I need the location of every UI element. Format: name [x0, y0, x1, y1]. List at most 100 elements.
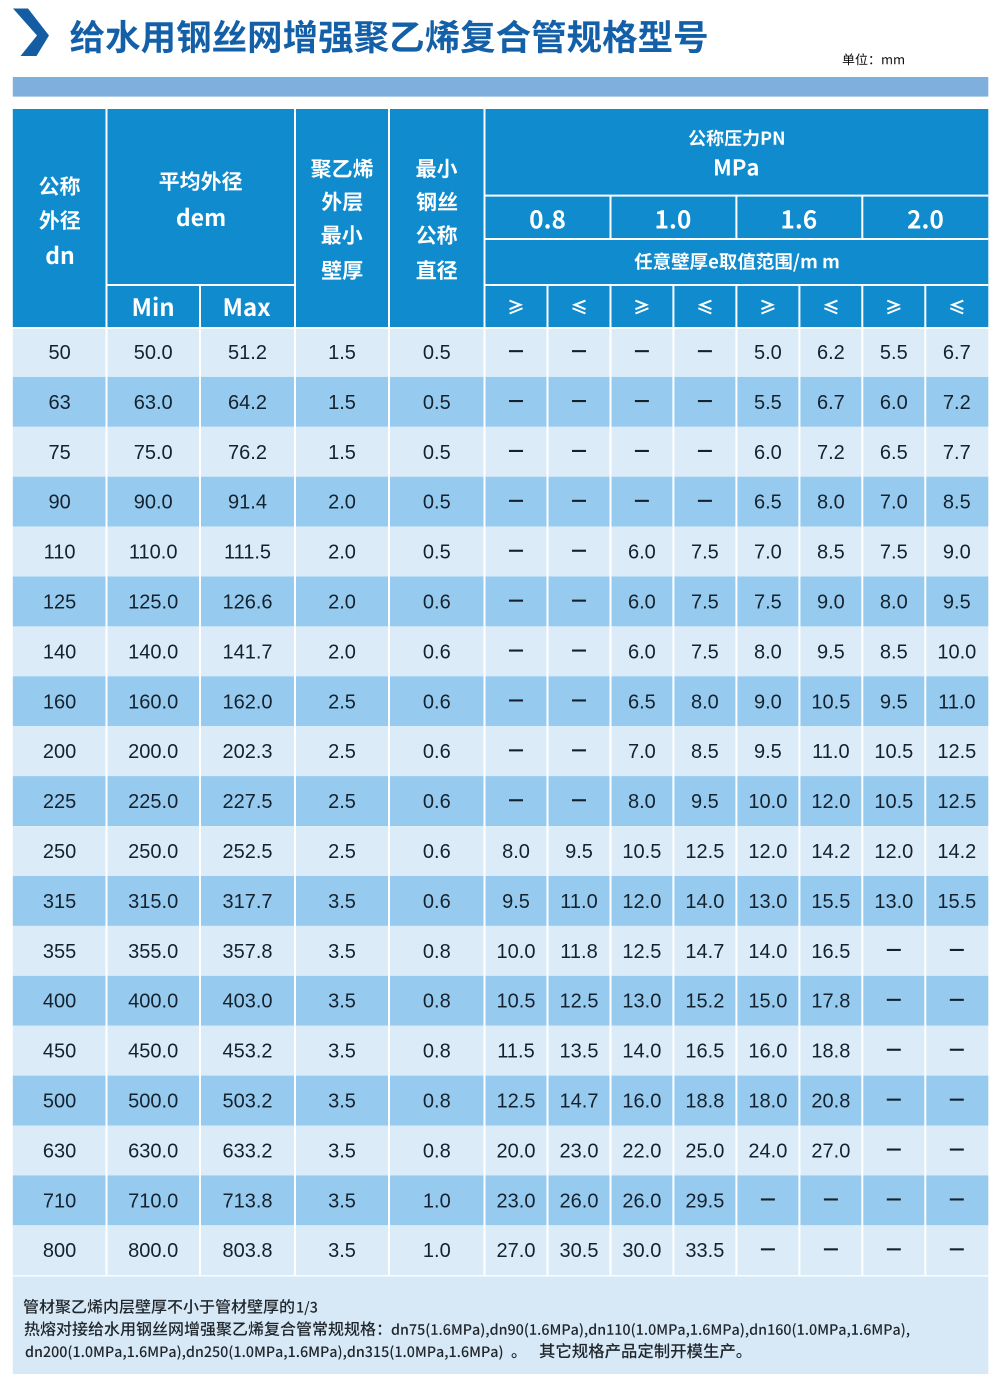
svg-text:6.7: 6.7	[943, 342, 971, 364]
svg-text:10.0: 10.0	[748, 791, 787, 813]
svg-text:2.0: 2.0	[328, 492, 356, 514]
svg-text:225: 225	[43, 791, 76, 813]
svg-text:30.0: 30.0	[622, 1240, 661, 1262]
svg-text:0.6: 0.6	[423, 891, 451, 913]
svg-text:633.2: 633.2	[222, 1140, 272, 1162]
svg-text:12.5: 12.5	[560, 991, 599, 1013]
svg-text:6.5: 6.5	[754, 492, 782, 514]
svg-text:11.5: 11.5	[497, 1041, 534, 1063]
svg-text:400: 400	[43, 991, 76, 1013]
svg-text:140: 140	[43, 641, 76, 663]
svg-text:503.2: 503.2	[222, 1091, 272, 1113]
svg-text:10.5: 10.5	[497, 991, 536, 1013]
svg-text:10.5: 10.5	[874, 791, 913, 813]
svg-text:14.2: 14.2	[811, 841, 850, 863]
svg-text:29.5: 29.5	[685, 1190, 724, 1212]
svg-text:7.0: 7.0	[754, 542, 782, 564]
svg-text:0.6: 0.6	[423, 691, 451, 713]
svg-text:200.0: 200.0	[128, 741, 178, 763]
svg-text:10.5: 10.5	[811, 691, 850, 713]
svg-text:20.0: 20.0	[497, 1140, 536, 1162]
svg-text:25.0: 25.0	[685, 1140, 724, 1162]
svg-text:630: 630	[43, 1140, 76, 1162]
svg-text:9.5: 9.5	[754, 741, 782, 763]
svg-text:50: 50	[48, 342, 70, 364]
svg-text:12.0: 12.0	[622, 891, 661, 913]
svg-text:7.5: 7.5	[691, 592, 719, 614]
svg-text:12.5: 12.5	[937, 791, 976, 813]
svg-text:9.0: 9.0	[754, 691, 782, 713]
svg-text:13.0: 13.0	[874, 891, 913, 913]
svg-text:12.5: 12.5	[685, 841, 724, 863]
svg-text:2.5: 2.5	[328, 741, 356, 763]
svg-text:9.5: 9.5	[691, 791, 719, 813]
svg-text:15.0: 15.0	[748, 991, 787, 1013]
svg-text:75: 75	[48, 442, 70, 464]
svg-text:2.5: 2.5	[328, 841, 356, 863]
svg-text:7.5: 7.5	[880, 542, 908, 564]
svg-text:18.8: 18.8	[685, 1091, 724, 1113]
svg-text:9.5: 9.5	[565, 841, 593, 863]
svg-text:8.0: 8.0	[502, 841, 530, 863]
svg-text:14.0: 14.0	[622, 1041, 661, 1063]
svg-text:2.0: 2.0	[328, 542, 356, 564]
svg-text:125: 125	[43, 592, 76, 614]
svg-text:6.7: 6.7	[817, 392, 845, 414]
svg-text:7.5: 7.5	[691, 542, 719, 564]
svg-text:13.5: 13.5	[560, 1041, 599, 1063]
svg-text:403.0: 403.0	[222, 991, 272, 1013]
svg-text:1.0: 1.0	[423, 1190, 451, 1212]
svg-text:0.5: 0.5	[423, 492, 451, 514]
svg-text:3.5: 3.5	[328, 1240, 356, 1262]
svg-text:141.7: 141.7	[222, 641, 272, 663]
svg-text:713.8: 713.8	[222, 1190, 272, 1212]
svg-text:125.0: 125.0	[128, 592, 178, 614]
svg-text:12.0: 12.0	[811, 791, 850, 813]
svg-text:0.8: 0.8	[423, 1041, 451, 1063]
svg-text:6.0: 6.0	[628, 542, 656, 564]
svg-text:160.0: 160.0	[128, 691, 178, 713]
svg-text:0.6: 0.6	[423, 741, 451, 763]
svg-text:5.5: 5.5	[880, 342, 908, 364]
svg-text:8.0: 8.0	[691, 691, 719, 713]
svg-text:0.8: 0.8	[423, 941, 451, 963]
svg-text:8.5: 8.5	[817, 542, 845, 564]
svg-text:9.0: 9.0	[817, 592, 845, 614]
svg-text:8.5: 8.5	[691, 741, 719, 763]
svg-text:2.5: 2.5	[328, 791, 356, 813]
svg-text:3.5: 3.5	[328, 1140, 356, 1162]
svg-text:355: 355	[43, 941, 76, 963]
svg-text:90.0: 90.0	[134, 492, 173, 514]
svg-text:8.0: 8.0	[817, 492, 845, 514]
svg-text:1.0: 1.0	[423, 1240, 451, 1262]
svg-text:16.0: 16.0	[748, 1041, 787, 1063]
svg-text:5.0: 5.0	[754, 342, 782, 364]
svg-text:26.0: 26.0	[560, 1190, 599, 1212]
svg-text:450.0: 450.0	[128, 1041, 178, 1063]
svg-text:0.5: 0.5	[423, 442, 451, 464]
svg-text:0.6: 0.6	[423, 592, 451, 614]
svg-text:9.5: 9.5	[502, 891, 530, 913]
svg-text:11.0: 11.0	[812, 741, 849, 763]
svg-text:227.5: 227.5	[222, 791, 272, 813]
svg-text:317.7: 317.7	[222, 891, 272, 913]
svg-text:0.5: 0.5	[423, 392, 451, 414]
svg-text:225.0: 225.0	[128, 791, 178, 813]
svg-text:7.2: 7.2	[817, 442, 845, 464]
svg-text:7.0: 7.0	[880, 492, 908, 514]
svg-text:14.0: 14.0	[748, 941, 787, 963]
svg-text:11.0: 11.0	[938, 691, 975, 713]
svg-text:0.8: 0.8	[423, 1091, 451, 1113]
svg-text:2.5: 2.5	[328, 691, 356, 713]
svg-text:0.6: 0.6	[423, 791, 451, 813]
svg-text:500.0: 500.0	[128, 1091, 178, 1113]
svg-text:500: 500	[43, 1091, 76, 1113]
svg-text:140.0: 140.0	[128, 641, 178, 663]
svg-text:1.5: 1.5	[328, 342, 356, 364]
svg-text:15.5: 15.5	[811, 891, 850, 913]
svg-text:26.0: 26.0	[622, 1190, 661, 1212]
svg-text:162.0: 162.0	[222, 691, 272, 713]
svg-text:33.5: 33.5	[685, 1240, 724, 1262]
svg-text:9.0: 9.0	[943, 542, 971, 564]
svg-text:800: 800	[43, 1240, 76, 1262]
